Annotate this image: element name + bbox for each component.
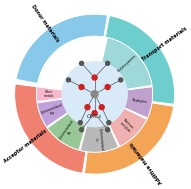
Circle shape (79, 61, 83, 65)
Circle shape (62, 62, 127, 127)
Circle shape (106, 61, 110, 65)
Wedge shape (37, 99, 68, 127)
Wedge shape (124, 87, 153, 118)
Wedge shape (84, 103, 174, 174)
Text: Cyclometalized
Irs: Cyclometalized Irs (93, 127, 104, 151)
Text: Additive materials: Additive materials (129, 141, 164, 185)
Wedge shape (80, 124, 118, 152)
Text: Cyclometalized
Rus: Cyclometalized Rus (40, 102, 65, 119)
Circle shape (92, 75, 97, 80)
Circle shape (105, 84, 110, 90)
Circle shape (106, 128, 110, 132)
Circle shape (79, 84, 84, 90)
Wedge shape (15, 84, 86, 173)
Circle shape (119, 78, 123, 82)
Circle shape (78, 121, 82, 125)
Circle shape (79, 128, 83, 132)
Circle shape (91, 91, 98, 98)
Circle shape (107, 121, 111, 125)
Text: Phthalocyanines: Phthalocyanines (117, 53, 138, 73)
Text: Acceptor materials: Acceptor materials (3, 128, 48, 164)
Circle shape (99, 105, 104, 110)
Wedge shape (36, 87, 62, 101)
Wedge shape (48, 113, 86, 150)
Text: Cyclometalized
Pts: Cyclometalized Pts (58, 119, 79, 143)
Text: Other
metals: Other metals (44, 90, 54, 98)
Text: Porphyrins: Porphyrins (131, 98, 147, 104)
Circle shape (92, 111, 97, 116)
Text: Donor materials: Donor materials (30, 4, 60, 43)
Text: Transport materials: Transport materials (141, 26, 188, 62)
Text: OMCs: OMCs (87, 114, 102, 119)
Wedge shape (105, 16, 175, 104)
Text: Platinum-
acetylide: Platinum- acetylide (118, 118, 135, 134)
Wedge shape (16, 14, 108, 83)
Circle shape (66, 78, 70, 82)
Wedge shape (109, 108, 147, 146)
Wedge shape (102, 38, 152, 89)
Circle shape (85, 105, 90, 110)
